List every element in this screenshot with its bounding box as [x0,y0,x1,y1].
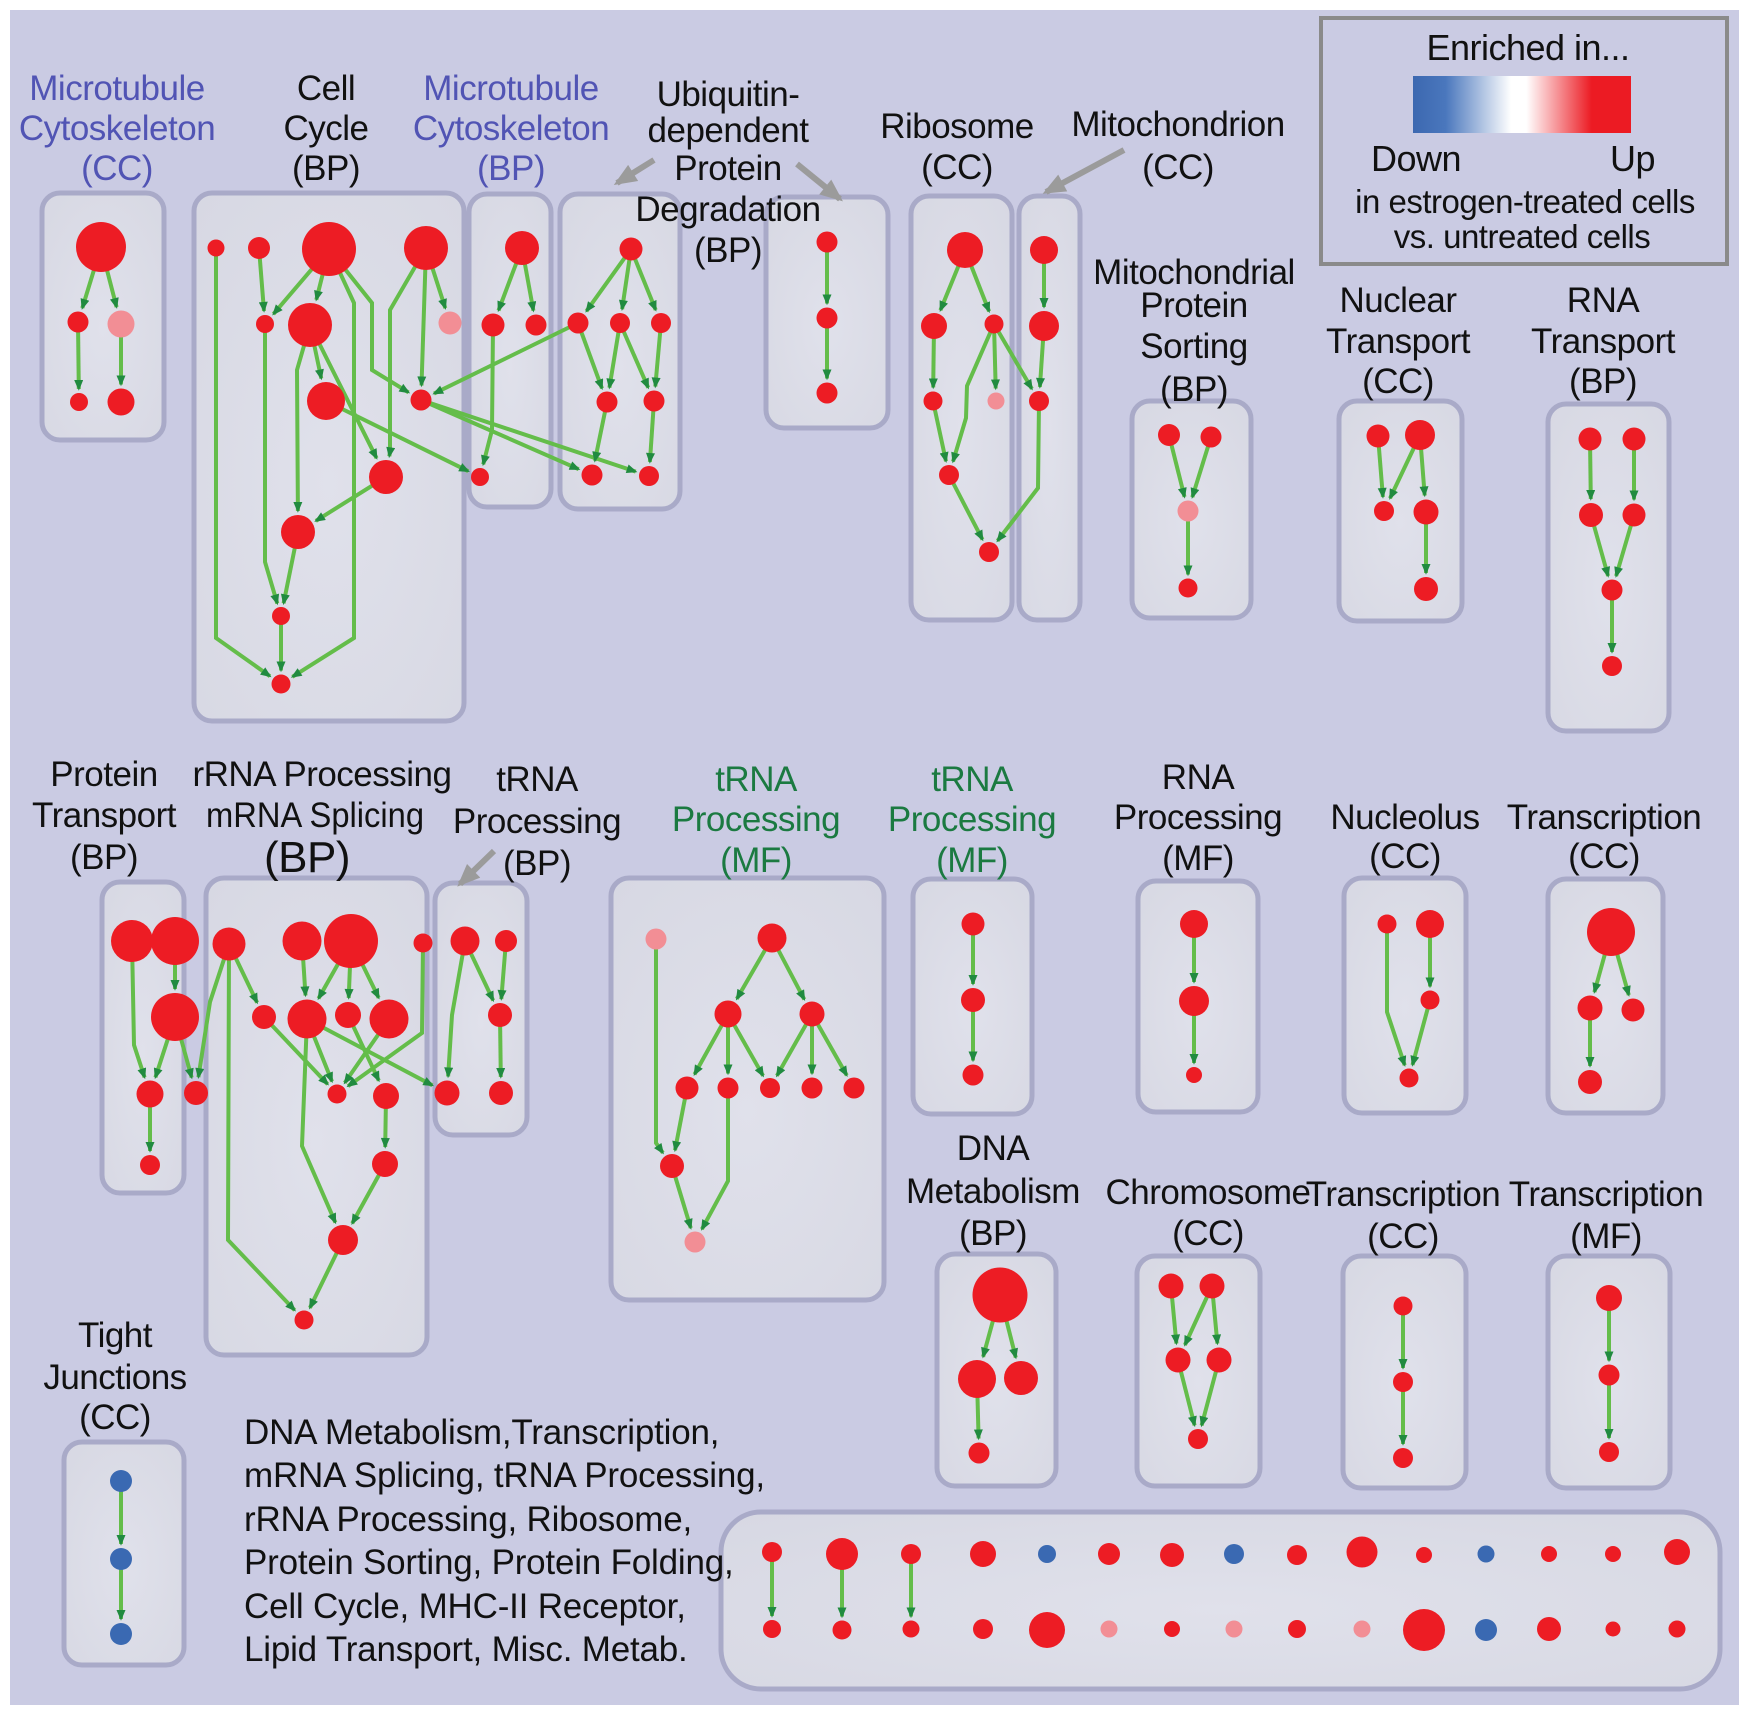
svg-text:Down: Down [1371,138,1461,179]
svg-text:Nuclear: Nuclear [1339,281,1457,320]
svg-text:Chromosome: Chromosome [1105,1173,1310,1212]
svg-text:in estrogen-treated cells: in estrogen-treated cells [1355,183,1695,220]
svg-text:(MF): (MF) [936,841,1008,880]
svg-text:Cell: Cell [297,69,355,108]
svg-text:(CC): (CC) [1142,148,1214,187]
svg-text:(BP): (BP) [477,149,545,188]
svg-text:Transcription: Transcription [1507,798,1702,837]
svg-text:(BP): (BP) [264,833,350,882]
svg-text:Processing: Processing [1114,798,1282,837]
svg-text:mRNA Splicing: mRNA Splicing [206,796,424,835]
svg-text:Sorting: Sorting [1140,327,1247,366]
svg-text:dependent: dependent [648,111,810,150]
svg-text:(BP): (BP) [503,844,571,883]
svg-text:(CC): (CC) [1369,837,1441,876]
svg-text:Processing: Processing [453,802,621,841]
svg-text:Protein: Protein [1140,286,1247,325]
svg-text:RNA: RNA [1567,281,1641,320]
svg-text:(CC): (CC) [1362,362,1434,401]
svg-text:(BP): (BP) [959,1214,1027,1253]
svg-text:Up: Up [1610,138,1655,179]
svg-text:Mitochondrial: Mitochondrial [1093,253,1295,292]
svg-text:Junctions: Junctions [43,1358,186,1397]
svg-text:vs. untreated cells: vs. untreated cells [1394,218,1650,255]
svg-text:Metabolism: Metabolism [906,1172,1080,1211]
svg-text:(CC): (CC) [1172,1214,1244,1253]
svg-text:mRNA Splicing, tRNA Processing: mRNA Splicing, tRNA Processing, [244,1456,765,1495]
svg-text:(CC): (CC) [1568,837,1640,876]
svg-text:(CC): (CC) [81,149,153,188]
svg-text:Ubiquitin-: Ubiquitin- [657,75,800,114]
svg-text:(CC): (CC) [1367,1217,1439,1256]
svg-text:tRNA: tRNA [496,760,579,799]
svg-text:Transport: Transport [1326,322,1471,361]
svg-text:tRNA: tRNA [715,760,798,799]
svg-text:rRNA Processing: rRNA Processing [193,755,452,794]
svg-text:Cytoskeleton: Cytoskeleton [19,109,215,148]
svg-text:(MF): (MF) [1162,839,1234,878]
svg-text:Protein: Protein [674,149,781,188]
svg-text:(BP): (BP) [1569,362,1637,401]
svg-text:(MF): (MF) [1570,1217,1642,1256]
svg-text:Cycle: Cycle [283,109,368,148]
svg-text:Ribosome: Ribosome [880,107,1034,146]
svg-text:Lipid Transport, Misc. Metab.: Lipid Transport, Misc. Metab. [244,1630,688,1669]
svg-text:Cytoskeleton: Cytoskeleton [413,109,609,148]
svg-text:(BP): (BP) [1160,370,1228,409]
svg-text:Processing: Processing [888,800,1056,839]
svg-text:Protein Sorting, Protein Foldi: Protein Sorting, Protein Folding, [244,1543,734,1582]
svg-text:Transport: Transport [1531,322,1676,361]
svg-text:Nucleolus: Nucleolus [1330,798,1479,837]
svg-text:Processing: Processing [672,800,840,839]
svg-text:Degradation: Degradation [635,190,820,229]
svg-text:(BP): (BP) [292,149,360,188]
svg-text:Microtubule: Microtubule [29,69,204,108]
svg-text:Cell Cycle, MHC-II Receptor,: Cell Cycle, MHC-II Receptor, [244,1587,686,1626]
svg-text:RNA: RNA [1162,758,1236,797]
svg-text:(CC): (CC) [79,1398,151,1437]
svg-text:Enriched in...: Enriched in... [1426,27,1629,68]
svg-text:rRNA Processing, Ribosome,: rRNA Processing, Ribosome, [244,1500,692,1539]
svg-text:Transcription: Transcription [1306,1175,1501,1214]
svg-text:tRNA: tRNA [931,760,1014,799]
svg-text:Mitochondrion: Mitochondrion [1071,105,1284,144]
svg-text:DNA: DNA [957,1129,1031,1168]
svg-text:Protein: Protein [50,755,157,794]
svg-text:(BP): (BP) [70,838,138,877]
svg-text:DNA Metabolism,Transcription,: DNA Metabolism,Transcription, [244,1413,719,1452]
svg-text:(BP): (BP) [694,231,762,270]
svg-text:(MF): (MF) [720,841,792,880]
svg-text:(CC): (CC) [921,148,993,187]
svg-text:Tight: Tight [78,1316,153,1355]
svg-text:Transport: Transport [32,796,177,835]
svg-text:Transcription: Transcription [1509,1175,1704,1214]
svg-text:Microtubule: Microtubule [423,69,598,108]
